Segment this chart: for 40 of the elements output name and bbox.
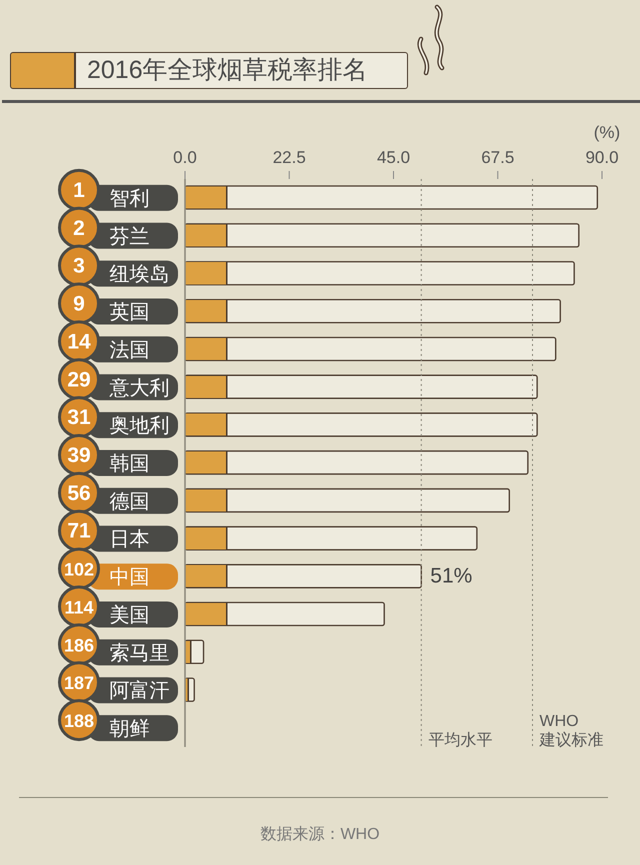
y-tick-label: 29 意大利 [67, 368, 170, 400]
bar [185, 678, 195, 702]
y-tick-label: 186 索马里 [64, 635, 170, 664]
bar [185, 564, 422, 588]
ref-line-label: WHO 建议标准 [538, 713, 604, 749]
bar [185, 223, 580, 248]
y-tick-label: 188 朝鲜 [64, 711, 150, 740]
bar [185, 261, 575, 286]
y-tick-label: 71 日本 [67, 520, 150, 551]
bar [185, 374, 538, 399]
bar [185, 526, 478, 550]
data-label: 51% [430, 564, 472, 588]
y-tick-label: 2 芬兰 [73, 216, 150, 248]
bar [185, 185, 598, 210]
y-tick-label: 114 美国 [64, 597, 150, 626]
y-tick-label: 39 韩国 [67, 444, 150, 475]
x-tick-label: 22.5 [272, 148, 306, 167]
y-tick-label: 3 纽埃岛 [73, 254, 170, 286]
x-tick-label: 90.0 [585, 148, 619, 167]
bar [185, 450, 529, 475]
y-tick-label: 1 智利 [73, 178, 150, 210]
x-tick-label: 45.0 [376, 148, 410, 167]
bar [185, 412, 538, 437]
bar [185, 298, 561, 324]
bar [185, 488, 510, 513]
y-tick-label: 56 德国 [67, 482, 150, 513]
y-tick-label: 102 中国 [64, 560, 150, 589]
y-tick-label: 187 阿富汗 [64, 673, 170, 702]
y-tick-label: 14 法国 [67, 330, 150, 362]
y-tick-label: 9 英国 [73, 292, 150, 324]
x-axis-title: (%) [594, 123, 620, 143]
chart-title: 2016年全球烟草税率排名 [87, 55, 368, 86]
y-tick-label: 31 奥地利 [67, 406, 170, 438]
x-tick-label: 0.0 [173, 148, 197, 167]
source-note: 数据来源：WHO [259, 824, 381, 845]
x-tick-label: 67.5 [481, 148, 514, 167]
bar [185, 336, 556, 362]
bar [185, 602, 385, 626]
ref-line-label: 平均水平 [428, 731, 492, 749]
bar [185, 640, 204, 664]
